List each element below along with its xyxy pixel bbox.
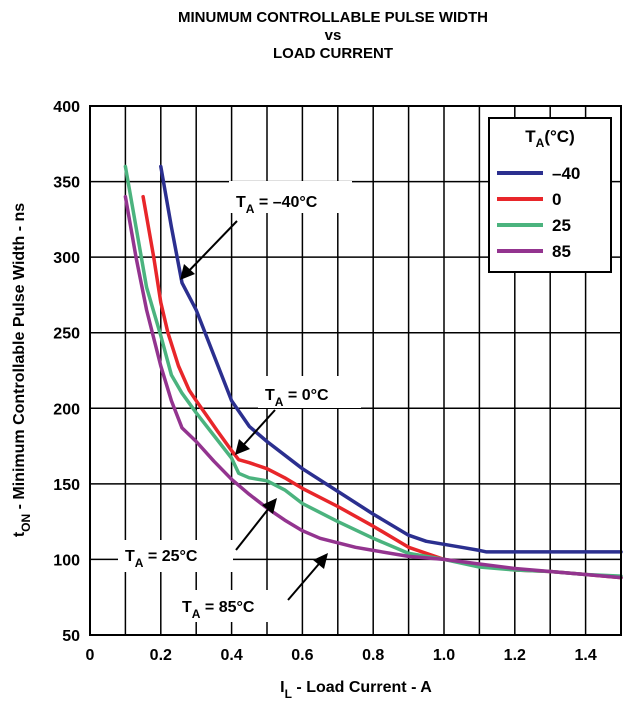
x-tick-label: 0.8 bbox=[362, 647, 384, 664]
y-tick-label: 300 bbox=[53, 250, 80, 267]
legend-label-3: 85 bbox=[552, 242, 571, 261]
y-tick-label: 100 bbox=[53, 552, 80, 569]
legend-items: –40 0 25 85 bbox=[497, 164, 580, 261]
annotation-0: TA = 0°C bbox=[265, 387, 329, 409]
series-lines bbox=[123, 164, 623, 580]
axis-ticks: 0 0.2 0.4 0.6 0.8 1.0 1.2 1.4501001502002503003… bbox=[53, 99, 597, 664]
annotation-box-0 bbox=[258, 376, 361, 408]
annotation-arrow-minus40 bbox=[182, 220, 238, 278]
annotation-85: TA = 85°C bbox=[182, 599, 255, 621]
x-tick-label: 0.6 bbox=[291, 647, 313, 664]
x-tick-label: 0 bbox=[86, 647, 95, 664]
y-tick-label: 250 bbox=[53, 326, 80, 343]
x-tick-label: 0.2 bbox=[150, 647, 172, 664]
x-tick-label: 1.2 bbox=[504, 647, 526, 664]
annotation-minus40: TA = –40°C bbox=[236, 194, 318, 216]
x-axis-label: IL - Load Current - A bbox=[280, 679, 432, 701]
chart-title-line-1: MINUMUM CONTROLLABLE PULSE WIDTH bbox=[178, 9, 488, 26]
x-tick-label: 0.4 bbox=[220, 647, 242, 664]
x-tick-label: 1.0 bbox=[433, 647, 455, 664]
annotation-arrowhead-minus40 bbox=[180, 264, 195, 280]
y-tick-label: 350 bbox=[53, 175, 80, 192]
legend-label-0: –40 bbox=[552, 164, 580, 183]
chart-title-line-3: LOAD CURRENT bbox=[273, 45, 393, 62]
annotation-arrowhead-25 bbox=[262, 498, 277, 514]
annotation-arrow-25 bbox=[235, 502, 274, 551]
y-tick-label: 150 bbox=[53, 477, 80, 494]
legend-title: TA(°C) bbox=[525, 127, 574, 150]
annotation-box-25 bbox=[118, 540, 233, 572]
annotation-25: TA = 25°C bbox=[125, 548, 198, 570]
legend-label-2: 25 bbox=[552, 216, 571, 235]
annotation-box-85 bbox=[176, 590, 288, 622]
x-tick-label: 1.4 bbox=[574, 647, 596, 664]
y-tick-label: 200 bbox=[53, 401, 80, 418]
series-line-0 bbox=[159, 164, 623, 554]
annotation-box-minus40 bbox=[229, 181, 352, 213]
legend: TA(°C) –40 0 25 85 bbox=[488, 117, 612, 273]
series-line-3 bbox=[123, 194, 623, 580]
series-line-2 bbox=[123, 164, 623, 578]
y-tick-label: 400 bbox=[53, 99, 80, 116]
annotations: TA = –40°C TA = 0°C TA = 25°C TA = 85°C bbox=[118, 181, 361, 622]
annotation-arrow-85 bbox=[287, 557, 325, 601]
legend-label-1: 0 bbox=[552, 190, 561, 209]
y-axis-label: tON - Minimum Controllable Pulse Width -… bbox=[11, 203, 33, 537]
annotation-arrowhead-0 bbox=[235, 439, 250, 455]
y-tick-label: 50 bbox=[62, 628, 80, 645]
chart-title-line-2: vs bbox=[325, 27, 342, 44]
legend-box bbox=[488, 117, 612, 273]
plot-frame bbox=[89, 105, 622, 636]
annotation-arrowhead-85 bbox=[313, 553, 328, 569]
